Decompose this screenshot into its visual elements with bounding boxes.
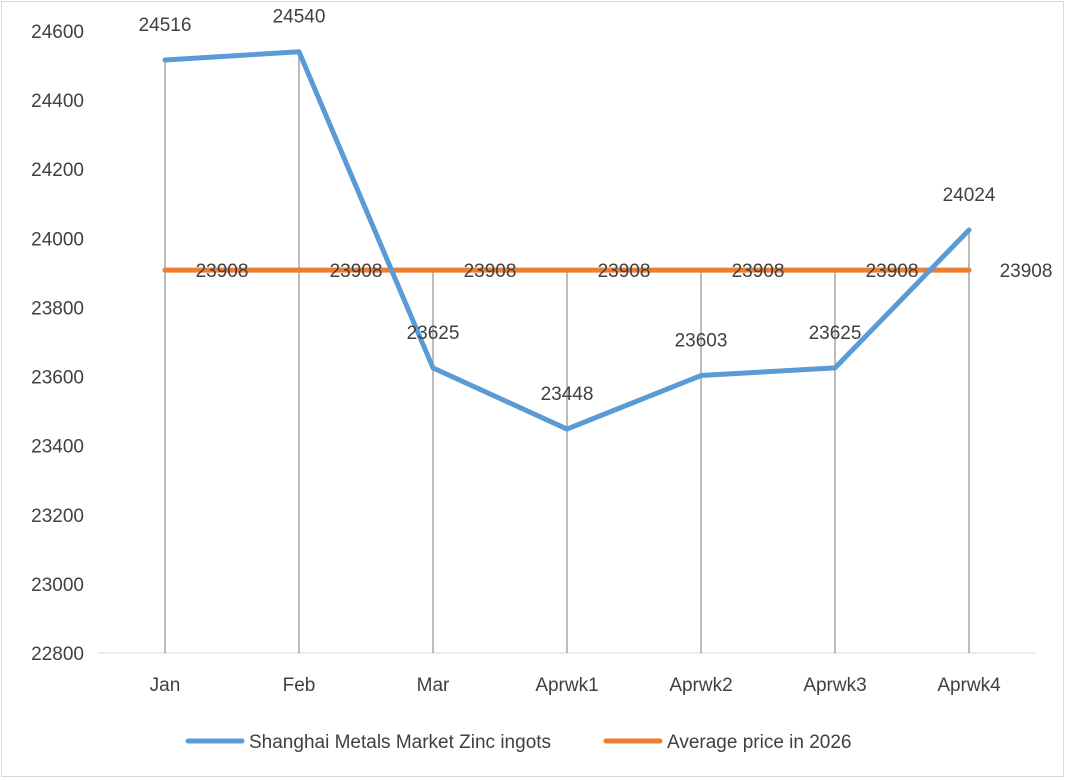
data-label-zinc: 24516	[139, 15, 192, 36]
x-tick-label: Mar	[417, 675, 450, 696]
y-tick-label: 23800	[31, 298, 84, 319]
legend-label-zinc-ingots: Shanghai Metals Market Zinc ingots	[249, 732, 551, 753]
data-label-average: 23908	[598, 261, 651, 282]
data-label-average: 23908	[196, 261, 249, 282]
x-tick-label: Feb	[283, 675, 316, 696]
y-tick-label: 22800	[31, 644, 84, 665]
y-tick-label: 24000	[31, 229, 84, 250]
data-label-zinc: 23625	[809, 323, 862, 344]
data-label-zinc: 24540	[273, 7, 326, 28]
y-tick-label: 24400	[31, 91, 84, 112]
series-line-zinc-ingots	[162, 49, 972, 432]
y-tick-label: 23000	[31, 575, 84, 596]
y-tick-label: 24200	[31, 160, 84, 181]
y-tick-label: 23600	[31, 368, 84, 389]
data-label-zinc: 23625	[407, 323, 460, 344]
data-label-average: 23908	[866, 261, 919, 282]
data-label-zinc: 23448	[541, 384, 594, 405]
x-tick-label: Aprwk2	[669, 675, 732, 696]
data-label-average: 23908	[1000, 261, 1053, 282]
y-tick-label: 24600	[31, 22, 84, 43]
x-tick-label: Aprwk1	[535, 675, 598, 696]
x-tick-label: Aprwk3	[803, 675, 866, 696]
data-label-zinc: 23603	[675, 331, 728, 352]
data-label-zinc: 24024	[943, 185, 996, 206]
x-tick-label: Aprwk4	[937, 675, 1001, 696]
data-label-average: 23908	[330, 261, 383, 282]
x-tick-label: Jan	[150, 675, 181, 696]
y-tick-label: 23200	[31, 506, 84, 527]
data-label-average: 23908	[732, 261, 785, 282]
y-tick-label: 23400	[31, 437, 84, 458]
legend-label-average-price: Average price in 2026	[667, 732, 852, 753]
data-label-average: 23908	[464, 261, 517, 282]
